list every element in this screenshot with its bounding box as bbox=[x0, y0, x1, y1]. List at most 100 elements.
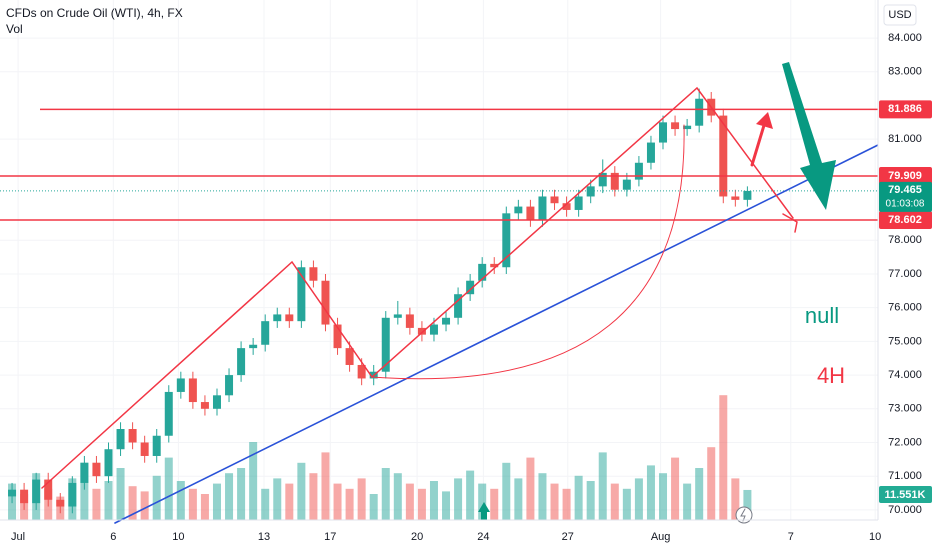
volume-bar bbox=[683, 483, 692, 520]
candle-body bbox=[56, 499, 65, 507]
volume-bar bbox=[743, 489, 752, 520]
chart-subtitle: Vol bbox=[6, 22, 23, 36]
candle-body bbox=[237, 348, 246, 376]
volume-bar bbox=[429, 481, 438, 520]
volume-bar bbox=[405, 483, 414, 520]
currency-box[interactable] bbox=[883, 4, 917, 26]
candle-body bbox=[466, 280, 475, 295]
volume-bar bbox=[369, 494, 378, 520]
candle-body bbox=[442, 317, 451, 325]
candle-body bbox=[285, 314, 294, 322]
volume-bar bbox=[321, 452, 330, 520]
volume-bar bbox=[562, 488, 571, 520]
candle-body bbox=[357, 364, 366, 379]
candle-body bbox=[622, 179, 631, 190]
level-label: 78.602 bbox=[888, 214, 922, 226]
candle-body bbox=[478, 263, 487, 281]
volume-bar bbox=[610, 483, 619, 520]
y-tick-label: 83.000 bbox=[888, 66, 922, 78]
candle-body bbox=[671, 122, 680, 130]
volume-bar bbox=[333, 483, 342, 520]
annotation: null bbox=[805, 303, 839, 328]
volume-bar bbox=[695, 468, 704, 520]
x-tick-label: 17 bbox=[324, 531, 336, 543]
volume-bar bbox=[478, 483, 487, 520]
event-arrow bbox=[478, 502, 490, 520]
up-arrow bbox=[750, 120, 767, 167]
volume-bar bbox=[285, 483, 294, 520]
level-tag bbox=[879, 166, 932, 185]
volume-bar bbox=[261, 488, 270, 520]
x-tick-label: 6 bbox=[110, 531, 116, 543]
volume-bar bbox=[80, 462, 89, 520]
x-tick-label: 13 bbox=[258, 531, 270, 543]
volume-bar bbox=[538, 473, 547, 520]
lightning-glyph bbox=[740, 508, 746, 522]
candle-body bbox=[417, 327, 426, 335]
candle-body bbox=[176, 378, 185, 392]
candle-body bbox=[345, 348, 354, 365]
volume-bar bbox=[671, 457, 680, 520]
candle-body bbox=[104, 449, 113, 477]
candle-body bbox=[743, 190, 752, 200]
candle-body bbox=[116, 429, 125, 450]
volume-bar bbox=[92, 488, 101, 520]
volume-bar bbox=[140, 491, 149, 520]
volume-bar bbox=[357, 478, 366, 520]
lightning-icon[interactable] bbox=[735, 506, 753, 524]
volume-bar bbox=[659, 473, 668, 520]
y-tick-label: 77.000 bbox=[888, 268, 922, 280]
volume-bar bbox=[514, 478, 523, 520]
candle-body bbox=[140, 442, 149, 456]
candle-body bbox=[273, 314, 282, 322]
volume-bar bbox=[622, 488, 631, 520]
y-tick-label: 70.000 bbox=[888, 504, 922, 516]
volume-bar bbox=[225, 473, 234, 520]
volume-label: 11.551K bbox=[885, 489, 926, 501]
candle-body bbox=[44, 479, 53, 500]
volume-bar bbox=[381, 468, 390, 520]
price-axis bbox=[878, 0, 932, 550]
candle-body bbox=[309, 267, 318, 281]
y-tick-label: 81.000 bbox=[888, 133, 922, 145]
candle-body bbox=[429, 324, 438, 335]
last-price-label: 79.465 bbox=[888, 184, 922, 196]
candle-body bbox=[32, 479, 41, 504]
volume-bar bbox=[586, 481, 595, 520]
y-tick-label: 75.000 bbox=[888, 335, 922, 347]
volume-bar bbox=[200, 494, 209, 520]
candle-body bbox=[249, 344, 258, 349]
volume-bar bbox=[116, 468, 125, 520]
candle-body bbox=[514, 206, 523, 214]
volume-bar bbox=[393, 473, 402, 520]
volume-bar bbox=[152, 475, 161, 520]
candle-body bbox=[405, 314, 414, 328]
x-tick-label: 10 bbox=[172, 531, 184, 543]
volume-bar bbox=[574, 475, 583, 520]
volume-bar bbox=[466, 470, 475, 520]
volume-bar bbox=[273, 478, 282, 520]
volume-bar bbox=[309, 473, 318, 520]
volume-bar bbox=[550, 483, 559, 520]
candle-body bbox=[454, 294, 463, 318]
candle-body bbox=[128, 429, 137, 443]
last-price-tag bbox=[879, 181, 932, 212]
volume-bar bbox=[442, 491, 451, 520]
candle-body bbox=[683, 125, 692, 130]
volume-bar bbox=[237, 468, 246, 520]
candle-body bbox=[333, 324, 342, 349]
trend-line bbox=[114, 144, 879, 524]
candle-body bbox=[719, 115, 728, 197]
level-tag bbox=[879, 210, 932, 229]
x-tick-label: 27 bbox=[562, 531, 574, 543]
annotation: 4H bbox=[817, 363, 845, 388]
candle-body bbox=[212, 395, 221, 409]
candle-body bbox=[68, 482, 77, 507]
volume-bar bbox=[297, 462, 306, 520]
currency: USD bbox=[888, 9, 911, 21]
x-tick-label: 24 bbox=[477, 531, 489, 543]
candle-body bbox=[574, 196, 583, 210]
volume-bar bbox=[128, 486, 137, 520]
y-tick-label: 74.000 bbox=[888, 369, 922, 381]
